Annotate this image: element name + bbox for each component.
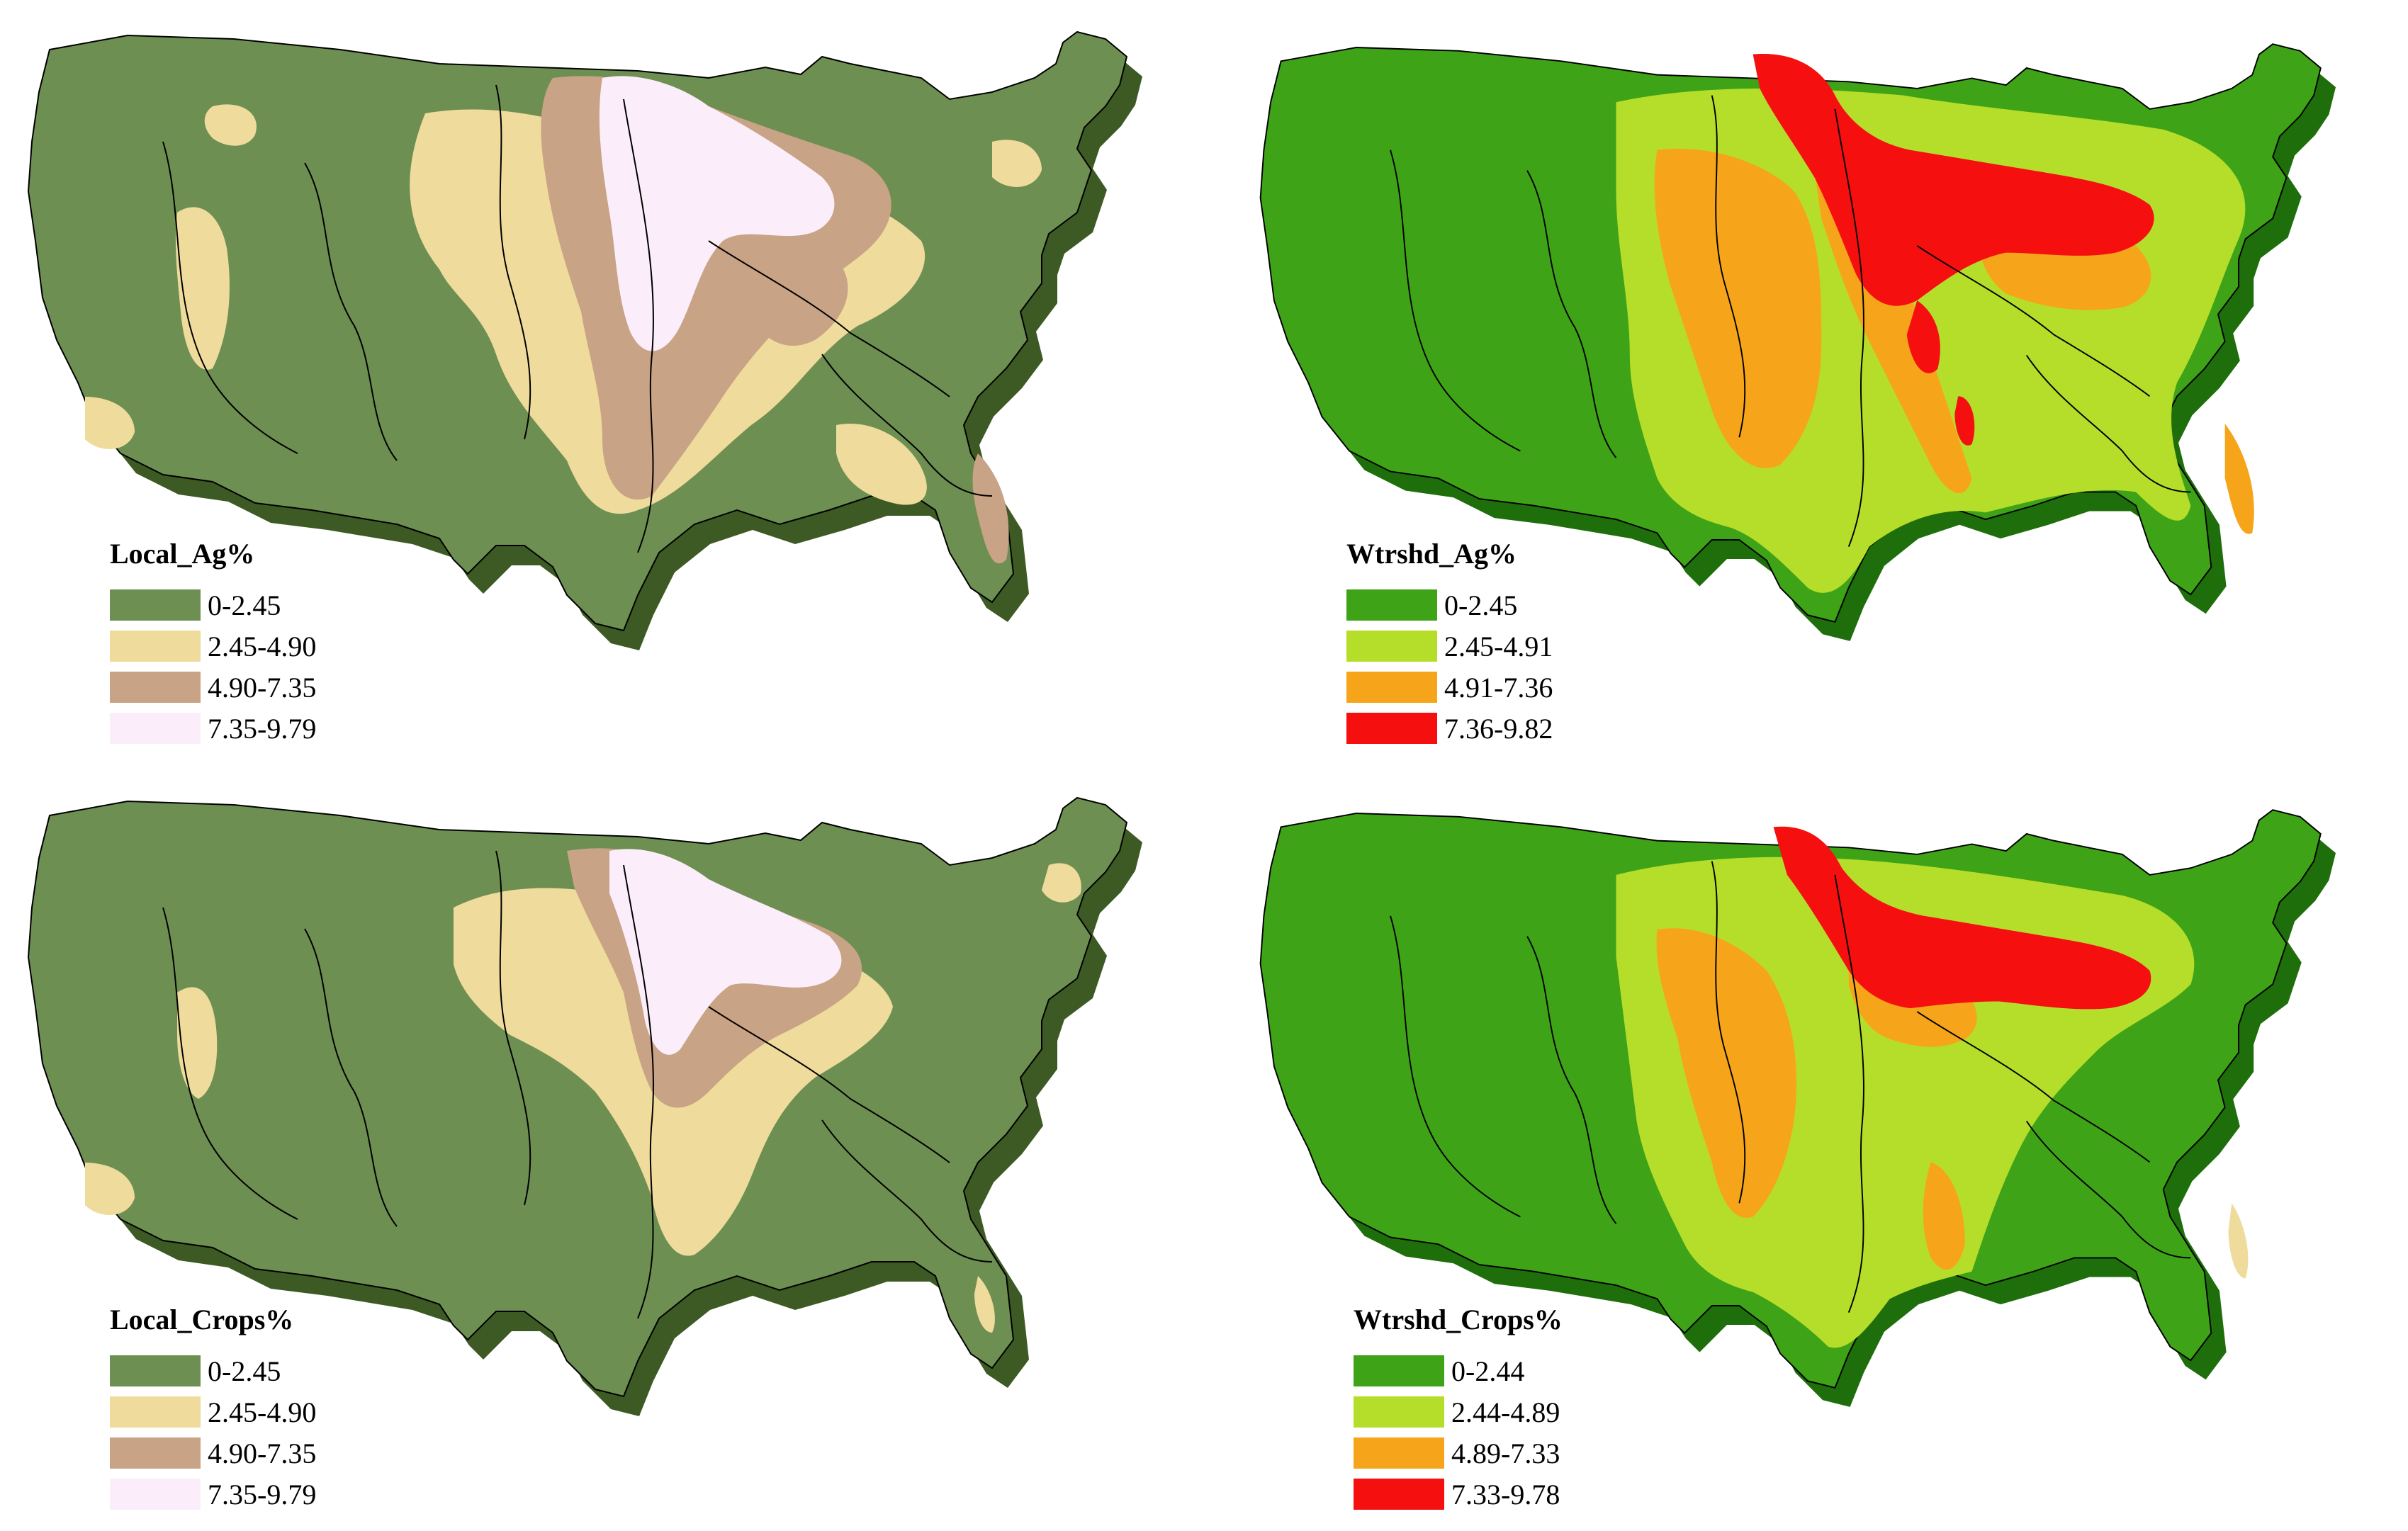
legend-swatch [1346, 713, 1437, 744]
legend-label: 4.90-7.35 [208, 1437, 317, 1469]
map-class-regions [1616, 54, 2254, 593]
legend-item: 0-2.45 [1346, 584, 1553, 626]
legend-swatch [1346, 589, 1437, 621]
legend-item: 2.44-4.89 [1354, 1391, 1563, 1433]
us-map-local-crops [28, 797, 1142, 1416]
legend-label: 2.45-4.91 [1444, 630, 1553, 662]
legend-label: 7.35-9.79 [208, 1478, 317, 1510]
legend-item: 7.35-9.79 [110, 1474, 316, 1515]
state-boundaries [162, 850, 993, 1319]
map-class-regions [1616, 826, 2249, 1348]
legend-label: 0-2.45 [1444, 589, 1518, 621]
legend-label: 2.45-4.90 [208, 1396, 317, 1428]
legend-title: Local_Crops% [110, 1304, 294, 1335]
legend-label: 7.36-9.82 [1444, 712, 1553, 745]
map-panel-watershed-crops: Wtrshd_Crops% 0-2.44 2.44-4.89 4.89-7.33… [1233, 766, 2408, 1531]
map-class-regions [85, 76, 1042, 564]
map-panel-watershed-ag: Wtrshd_Ag% 0-2.45 2.45-4.91 4.91-7.36 7.… [1233, 0, 2408, 765]
map-class-regions [85, 848, 1081, 1333]
legend-item: 4.91-7.36 [1346, 667, 1553, 708]
legend-title: Local_Ag% [110, 538, 255, 570]
us-map-watershed-ag [1259, 43, 2336, 641]
map-panel-local-crops: Local_Crops% 0-2.45 2.45-4.90 4.90-7.35 … [0, 766, 1204, 1531]
legend-item: 2.45-4.90 [110, 1391, 316, 1433]
legend-swatch [110, 631, 201, 662]
legend-swatch [1354, 1479, 1444, 1510]
state-boundaries [162, 84, 993, 553]
legend-label: 7.33-9.78 [1451, 1478, 1560, 1510]
legend-swatch [1354, 1437, 1444, 1469]
legend-label: 0-2.45 [208, 589, 281, 621]
legend-label: 7.35-9.79 [208, 712, 317, 745]
legend-item: 7.35-9.79 [110, 708, 316, 749]
legend-item: 0-2.44 [1354, 1350, 1563, 1391]
legend-swatch [110, 1479, 201, 1510]
legend-swatch [1354, 1396, 1444, 1428]
legend-watershed-crops: Wtrshd_Crops% 0-2.44 2.44-4.89 4.89-7.33… [1354, 1303, 1563, 1515]
us-map-watershed-crops [1259, 809, 2336, 1407]
legend-swatch [110, 589, 201, 621]
legend-swatch [110, 672, 201, 703]
legend-label: 0-2.44 [1451, 1355, 1525, 1387]
legend-item: 2.45-4.91 [1346, 626, 1553, 667]
state-boundaries [1390, 95, 2191, 548]
legend-item: 0-2.45 [110, 1350, 316, 1391]
legend-local-ag: Local_Ag% 0-2.45 2.45-4.90 4.90-7.35 7.3… [110, 537, 316, 749]
legend-item: 7.36-9.82 [1346, 708, 1553, 749]
legend-swatch [110, 1355, 201, 1386]
legend-swatch [1354, 1355, 1444, 1386]
legend-watershed-ag: Wtrshd_Ag% 0-2.45 2.45-4.91 4.91-7.36 7.… [1346, 537, 1553, 749]
legend-swatch [110, 1437, 201, 1469]
legend-local-crops: Local_Crops% 0-2.45 2.45-4.90 4.90-7.35 … [110, 1303, 316, 1515]
legend-item: 4.90-7.35 [110, 1433, 316, 1474]
legend-label: 0-2.45 [208, 1355, 281, 1387]
legend-swatch [1346, 672, 1437, 703]
state-boundaries [1390, 861, 2191, 1314]
legend-swatch [110, 713, 201, 744]
legend-item: 7.33-9.78 [1354, 1474, 1563, 1515]
legend-label: 4.89-7.33 [1451, 1437, 1560, 1469]
map-panel-local-ag: Local_Ag% 0-2.45 2.45-4.90 4.90-7.35 7.3… [0, 0, 1204, 765]
legend-item: 2.45-4.90 [110, 626, 316, 667]
legend-swatch [110, 1396, 201, 1428]
legend-label: 2.44-4.89 [1451, 1396, 1560, 1428]
legend-label: 2.45-4.90 [208, 630, 317, 662]
legend-label: 4.90-7.35 [208, 671, 317, 704]
legend-item: 4.89-7.33 [1354, 1433, 1563, 1474]
legend-title: Wtrshd_Ag% [1346, 538, 1517, 570]
legend-item: 4.90-7.35 [110, 667, 316, 708]
us-map-local-ag [28, 31, 1142, 650]
legend-label: 4.91-7.36 [1444, 671, 1553, 704]
legend-title: Wtrshd_Crops% [1354, 1304, 1563, 1335]
legend-item: 0-2.45 [110, 584, 316, 626]
legend-swatch [1346, 631, 1437, 662]
